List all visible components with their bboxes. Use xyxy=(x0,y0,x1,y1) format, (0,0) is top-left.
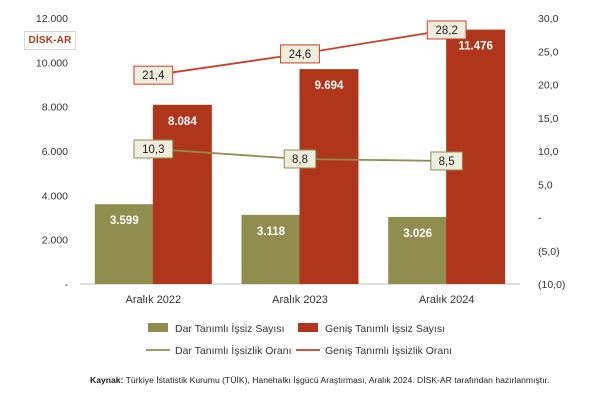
bar xyxy=(241,214,301,284)
line-point-label: 8,5 xyxy=(439,156,455,168)
right-axis-tick-label: (10,0) xyxy=(538,279,565,291)
bar-value-label: 3.026 xyxy=(403,228,432,240)
line-point-label-box xyxy=(133,139,174,159)
right-axis-tick-label: 30,0 xyxy=(538,13,559,25)
right-axis-tick-label: - xyxy=(538,213,542,225)
line-point-label-box xyxy=(133,65,174,85)
bar-value-label: 3.118 xyxy=(257,226,286,238)
line-point-label-box xyxy=(280,44,320,64)
legend-label: Geniş Tanımlı İşsizlik Oranı xyxy=(325,344,452,357)
legend-label: Dar Tanımlı İşsiz Sayısı xyxy=(175,322,285,335)
legend-label: Geniş Tanımlı İşsiz Sayısı xyxy=(325,322,445,335)
right-axis-tick-label: 25,0 xyxy=(538,46,559,58)
line-point-label: 10,3 xyxy=(142,144,164,156)
source-label: Kaynak: xyxy=(90,375,124,385)
bar xyxy=(152,104,212,285)
right-axis-tick-label: (5,0) xyxy=(538,246,560,258)
line-point-label: 8,8 xyxy=(292,154,308,166)
legend-swatch xyxy=(148,323,168,332)
right-axis-tick-label: 5,0 xyxy=(538,179,553,191)
line-point-label: 21,4 xyxy=(142,70,165,82)
line-point-label: 28,2 xyxy=(435,25,457,37)
source-note: Kaynak: Türkiye İstatistik Kurumu (TÜİK)… xyxy=(90,375,549,385)
bar-value-label: 11.476 xyxy=(458,41,493,53)
legend-swatch xyxy=(298,323,318,332)
line-point-label-box xyxy=(426,20,467,40)
disk-ar-logo: DİSK-AR xyxy=(24,31,76,50)
right-axis-tick-label: 15,0 xyxy=(538,113,559,125)
legend-label: Dar Tanımlı İşsizlik Oranı xyxy=(175,344,292,357)
category-label: Aralık 2022 xyxy=(126,294,182,306)
left-axis-tick-label: 6.000 xyxy=(42,146,68,158)
category-label: Aralık 2024 xyxy=(419,294,475,306)
left-axis-tick-label: 10.000 xyxy=(36,57,68,69)
left-axis-tick-label: 8.000 xyxy=(42,102,68,114)
line-point-label-box xyxy=(430,151,463,171)
bar-value-label: 8.084 xyxy=(168,116,197,128)
right-axis-tick-label: 10,0 xyxy=(538,146,559,158)
left-axis-tick-label: 2.000 xyxy=(42,235,68,247)
left-axis-tick-label: - xyxy=(65,279,69,291)
left-axis-tick-label: 12.000 xyxy=(36,13,68,25)
source-text: Türkiye İstatistik Kurumu (TÜİK), Haneha… xyxy=(123,375,550,385)
right-axis-tick-label: 20,0 xyxy=(538,80,559,92)
bar-value-label: 3.599 xyxy=(110,215,139,227)
line-point-label-box xyxy=(283,149,317,169)
category-label: Aralık 2023 xyxy=(272,294,328,306)
bar xyxy=(299,69,359,284)
bar xyxy=(94,204,154,284)
bar-value-label: 9.694 xyxy=(315,80,344,92)
bar xyxy=(388,216,448,284)
logo-text: DİSK-AR xyxy=(28,35,72,46)
line-point-label: 24,6 xyxy=(289,49,311,61)
left-axis-tick-label: 4.000 xyxy=(42,190,68,202)
